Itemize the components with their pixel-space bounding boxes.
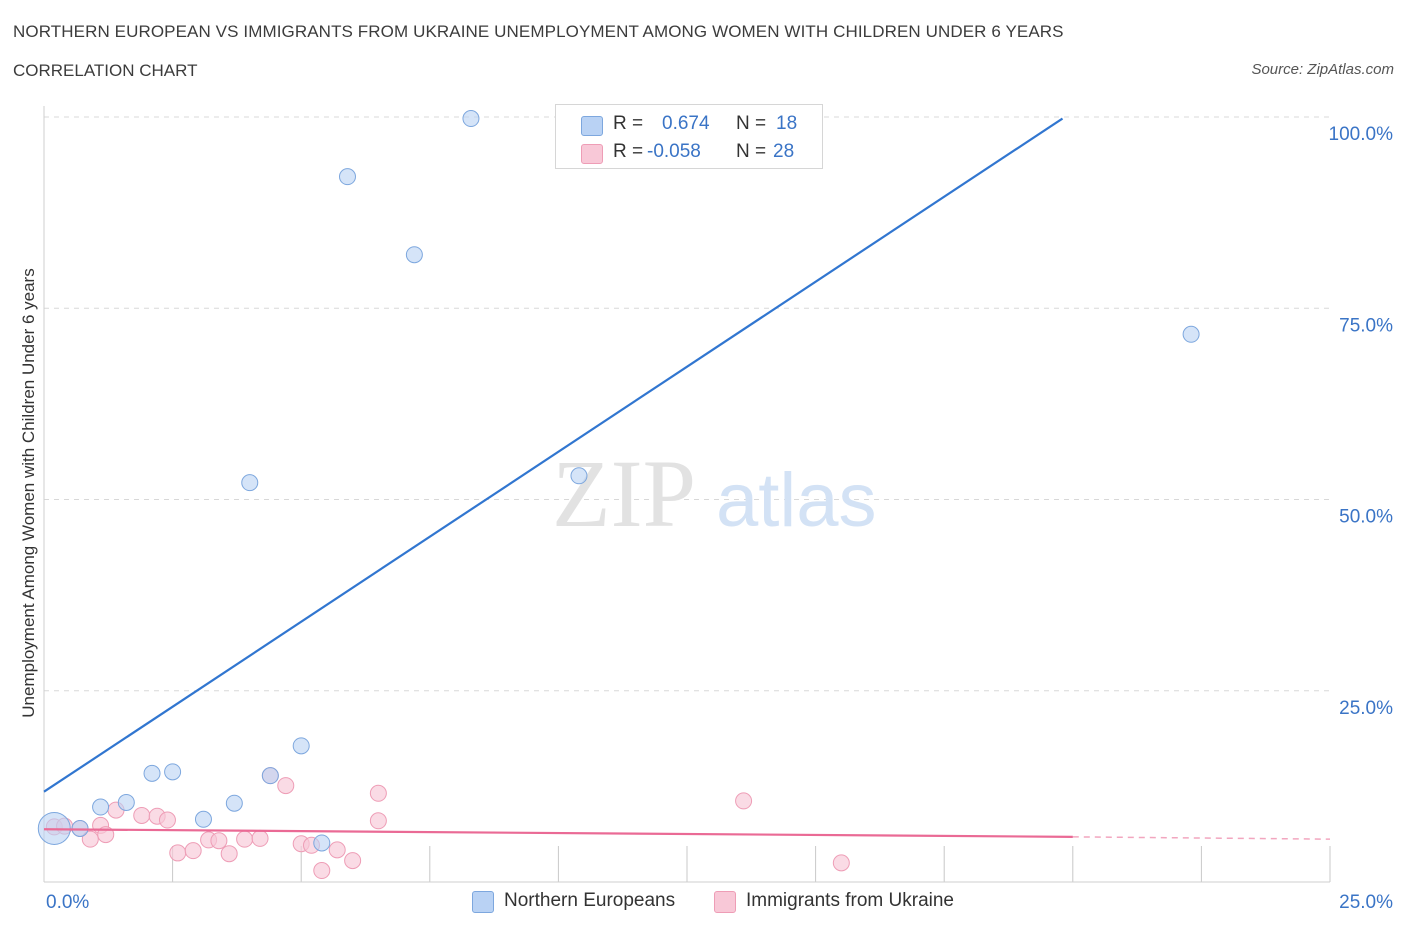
r-value: 0.674 bbox=[662, 113, 710, 134]
northern-european-point bbox=[338, 168, 356, 186]
ukraine-point bbox=[220, 845, 238, 863]
pink-swatch bbox=[714, 891, 736, 913]
ukraine-point bbox=[277, 777, 295, 795]
ukraine-point bbox=[133, 806, 151, 824]
northern-european-point bbox=[92, 798, 110, 816]
ukraine-point bbox=[369, 784, 387, 802]
n-label: N = bbox=[736, 113, 767, 134]
ukraine-point bbox=[344, 852, 362, 870]
chart-title: NORTHERN EUROPEAN VS IMMIGRANTS FROM UKR… bbox=[13, 22, 1064, 41]
ukraine-point bbox=[251, 829, 269, 847]
y-tick-label: 25.0% bbox=[1339, 698, 1393, 719]
n-value: 18 bbox=[776, 113, 798, 134]
northern-european-point bbox=[261, 767, 279, 785]
northern-european-point bbox=[241, 474, 259, 492]
northern-european-point bbox=[462, 110, 480, 128]
watermark: ZIP atlas bbox=[552, 440, 877, 547]
northern-european-trendline bbox=[43, 117, 1064, 793]
ukraine-trendline bbox=[43, 828, 1073, 838]
ukraine-trendline-extension bbox=[1072, 836, 1331, 840]
n-label: N = bbox=[736, 141, 767, 162]
source-label: Source: ZipAtlas.com bbox=[1251, 61, 1394, 78]
watermark-atlas: atlas bbox=[716, 458, 877, 543]
ukraine-point bbox=[236, 830, 254, 848]
northern-european-point bbox=[143, 764, 161, 782]
ukraine-point bbox=[158, 811, 176, 829]
ukraine-point bbox=[169, 844, 187, 862]
northern-european-points bbox=[37, 110, 1200, 852]
ukraine-point bbox=[210, 832, 228, 850]
ukraine-point bbox=[735, 792, 753, 810]
northern-european-point bbox=[570, 467, 588, 485]
y-tick-label: 50.0% bbox=[1339, 507, 1393, 528]
axis-layer bbox=[43, 106, 1330, 883]
pink-swatch bbox=[581, 144, 603, 164]
chart-subtitle: CORRELATION CHART bbox=[13, 61, 198, 80]
northern-european-point bbox=[164, 763, 182, 781]
legend-label: Immigrants from Ukraine bbox=[746, 890, 954, 911]
r-label: R = bbox=[613, 113, 644, 134]
y-tick-label: 100.0% bbox=[1329, 124, 1394, 145]
northern-european-point bbox=[1182, 325, 1200, 343]
northern-european-point bbox=[194, 810, 212, 828]
ukraine-point bbox=[81, 830, 99, 848]
northern-european-point bbox=[117, 793, 135, 811]
tick-labels: 25.0% 50.0% 75.0% 100.0% 0.0% 25.0% bbox=[46, 124, 1393, 913]
correlation-legend: R = 0.674 N = 18 R = -0.058 N = 28 bbox=[555, 104, 823, 169]
x-tick-label: 0.0% bbox=[46, 892, 89, 913]
ukraine-point bbox=[184, 842, 202, 860]
y-tick-label: 75.0% bbox=[1339, 315, 1393, 336]
northern-european-point bbox=[313, 834, 331, 852]
r-value: -0.058 bbox=[647, 141, 701, 162]
legend-label: Northern Europeans bbox=[504, 890, 676, 911]
northern-european-point bbox=[292, 737, 310, 755]
n-value: 28 bbox=[773, 141, 795, 162]
ukraine-point bbox=[369, 812, 387, 830]
blue-swatch bbox=[581, 116, 603, 136]
ukraine-point bbox=[328, 841, 346, 859]
northern-european-point bbox=[225, 794, 243, 812]
blue-swatch bbox=[472, 891, 494, 913]
watermark-zip: ZIP bbox=[552, 440, 696, 547]
northern-european-point bbox=[405, 246, 423, 264]
ukraine-points bbox=[45, 767, 850, 880]
y-axis-label: Unemployment Among Women with Children U… bbox=[19, 268, 38, 718]
ukraine-point bbox=[832, 854, 850, 872]
x-tick-label: 25.0% bbox=[1339, 892, 1393, 913]
trendlines bbox=[43, 117, 1331, 840]
ukraine-point bbox=[313, 862, 331, 880]
r-label: R = bbox=[613, 141, 644, 162]
